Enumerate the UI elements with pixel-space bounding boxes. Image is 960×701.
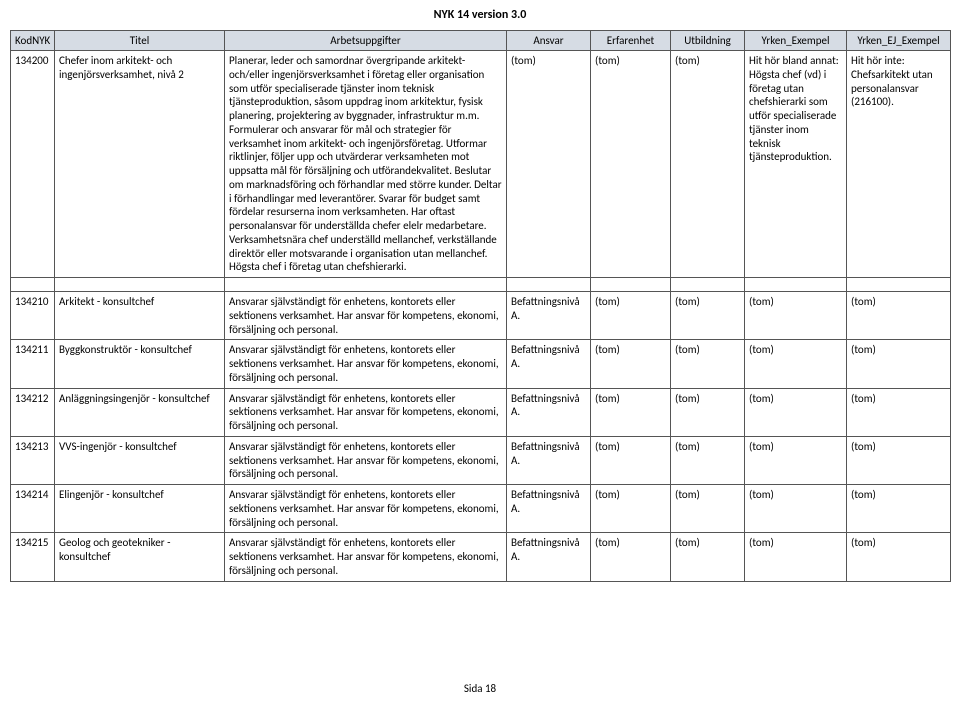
cell-kod: 134213	[11, 436, 55, 484]
document-title: NYK 14 version 3.0	[10, 8, 950, 22]
col-ansvar: Ansvar	[507, 31, 591, 51]
cell-arb: Planerar, leder och samordnar övergripan…	[225, 51, 507, 278]
cell-yej: (tom)	[847, 485, 951, 533]
cell-ans: Befattningsnivå A.	[507, 340, 591, 388]
cell-yex: (tom)	[745, 388, 847, 436]
cell-erf: (tom)	[591, 51, 671, 278]
cell-ans: Befattningsnivå A.	[507, 292, 591, 340]
cell-yej: (tom)	[847, 436, 951, 484]
cell-utb: (tom)	[671, 533, 745, 581]
cell-utb: (tom)	[671, 292, 745, 340]
cell-titel: Geolog och geotekniker - konsultchef	[55, 533, 225, 581]
cell-yex: (tom)	[745, 292, 847, 340]
cell-utb: (tom)	[671, 436, 745, 484]
cell-erf: (tom)	[591, 485, 671, 533]
cell-utb: (tom)	[671, 51, 745, 278]
cell-arb: Ansvarar självständigt för enhetens, kon…	[225, 388, 507, 436]
cell-kod: 134200	[11, 51, 55, 278]
cell-yex: (tom)	[745, 533, 847, 581]
cell-ans: Befattningsnivå A.	[507, 485, 591, 533]
cell-titel: Arkitekt - konsultchef	[55, 292, 225, 340]
cell-arb: Ansvarar självständigt för enhetens, kon…	[225, 292, 507, 340]
cell-kod: 134212	[11, 388, 55, 436]
cell-yex: (tom)	[745, 340, 847, 388]
cell-arb: Ansvarar självständigt för enhetens, kon…	[225, 340, 507, 388]
cell-arb: Ansvarar självständigt för enhetens, kon…	[225, 485, 507, 533]
cell-yej: Hit hör inte: Chefsarkitekt utan persona…	[847, 51, 951, 278]
cell-yej: (tom)	[847, 340, 951, 388]
table-row: 134211 Byggkonstruktör - konsultchef Ans…	[11, 340, 951, 388]
cell-yej: (tom)	[847, 388, 951, 436]
table-row: 134200 Chefer inom arkitekt- och ingenjö…	[11, 51, 951, 278]
spacer-row	[11, 278, 951, 292]
col-yrken-exempel: Yrken_Exempel	[745, 31, 847, 51]
cell-ans: (tom)	[507, 51, 591, 278]
page-footer: Sida 18	[0, 682, 960, 695]
cell-erf: (tom)	[591, 436, 671, 484]
cell-kod: 134211	[11, 340, 55, 388]
cell-arb: Ansvarar självständigt för enhetens, kon…	[225, 436, 507, 484]
col-yrken-ej-exempel: Yrken_EJ_Exempel	[847, 31, 951, 51]
cell-utb: (tom)	[671, 485, 745, 533]
cell-titel: Chefer inom arkitekt- och ingenjörsverks…	[55, 51, 225, 278]
table-row: 134215 Geolog och geotekniker - konsultc…	[11, 533, 951, 581]
cell-titel: Elingenjör - konsultchef	[55, 485, 225, 533]
col-kodnyk: KodNYK	[11, 31, 55, 51]
col-utbildning: Utbildning	[671, 31, 745, 51]
cell-yej: (tom)	[847, 292, 951, 340]
cell-yej: (tom)	[847, 533, 951, 581]
cell-ans: Befattningsnivå A.	[507, 436, 591, 484]
col-erfarenhet: Erfarenhet	[591, 31, 671, 51]
cell-titel: Anläggningsingenjör - konsultchef	[55, 388, 225, 436]
cell-kod: 134215	[11, 533, 55, 581]
cell-ans: Befattningsnivå A.	[507, 533, 591, 581]
table-header-row: KodNYK Titel Arbetsuppgifter Ansvar Erfa…	[11, 31, 951, 51]
cell-yex: (tom)	[745, 485, 847, 533]
col-arbetsuppgifter: Arbetsuppgifter	[225, 31, 507, 51]
cell-titel: Byggkonstruktör - konsultchef	[55, 340, 225, 388]
cell-erf: (tom)	[591, 533, 671, 581]
table-row: 134212 Anläggningsingenjör - konsultchef…	[11, 388, 951, 436]
cell-erf: (tom)	[591, 292, 671, 340]
cell-utb: (tom)	[671, 388, 745, 436]
cell-kod: 134214	[11, 485, 55, 533]
table-row: 134213 VVS-ingenjör - konsultchef Ansvar…	[11, 436, 951, 484]
cell-yex: Hit hör bland annat: Högsta chef (vd) i …	[745, 51, 847, 278]
cell-erf: (tom)	[591, 388, 671, 436]
table-row: 134210 Arkitekt - konsultchef Ansvarar s…	[11, 292, 951, 340]
cell-utb: (tom)	[671, 340, 745, 388]
table-row: 134214 Elingenjör - konsultchef Ansvarar…	[11, 485, 951, 533]
data-table: KodNYK Titel Arbetsuppgifter Ansvar Erfa…	[10, 30, 951, 582]
cell-titel: VVS-ingenjör - konsultchef	[55, 436, 225, 484]
cell-arb: Ansvarar självständigt för enhetens, kon…	[225, 533, 507, 581]
cell-erf: (tom)	[591, 340, 671, 388]
cell-ans: Befattningsnivå A.	[507, 388, 591, 436]
cell-kod: 134210	[11, 292, 55, 340]
col-titel: Titel	[55, 31, 225, 51]
cell-yex: (tom)	[745, 436, 847, 484]
